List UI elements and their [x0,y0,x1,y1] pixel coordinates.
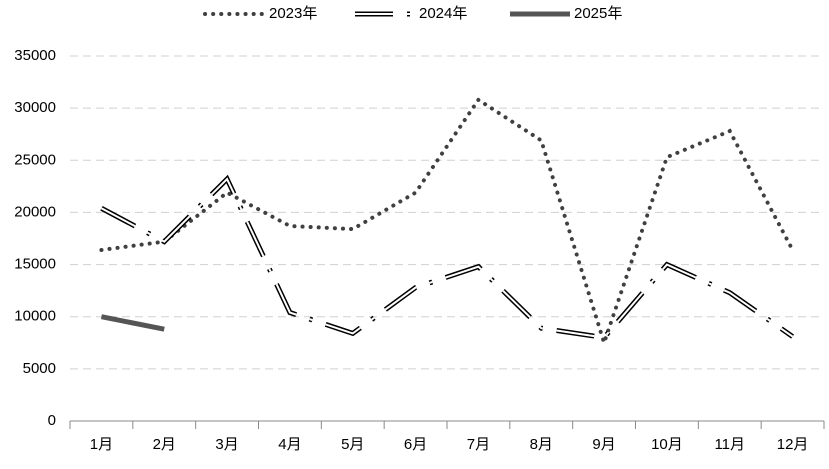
x-tick-label: 3月 [215,436,238,453]
x-tick-label: 11月 [714,436,745,453]
y-tick-label: 30000 [14,99,56,116]
y-tick-label: 15000 [14,256,56,273]
x-tick-label: 10月 [651,436,683,453]
legend-label: 2025年 [574,5,622,22]
y-tick-label: 35000 [14,47,56,64]
line [100,314,165,332]
x-tick-label: 6月 [404,436,427,453]
x-tick-label: 7月 [467,436,490,453]
line-inner [100,177,794,339]
x-tick-label: 8月 [530,436,553,453]
x-tick-label: 4月 [278,436,301,453]
y-tick-label: 10000 [14,308,56,325]
x-tick-label: 5月 [341,436,364,453]
y-tick-label: 0 [48,412,56,429]
x-tick-label: 1月 [90,436,113,453]
y-tick-label: 5000 [23,360,56,377]
legend-label: 2023年 [269,5,317,22]
y-tick-label: 20000 [14,203,56,220]
x-tick-label: 2月 [153,436,176,453]
x-tick-label: 12月 [777,436,809,453]
legend-label: 2024年 [419,5,467,22]
y-tick-label: 25000 [14,151,56,168]
line [100,174,795,341]
x-tick-label: 9月 [592,436,615,453]
line [99,97,795,350]
